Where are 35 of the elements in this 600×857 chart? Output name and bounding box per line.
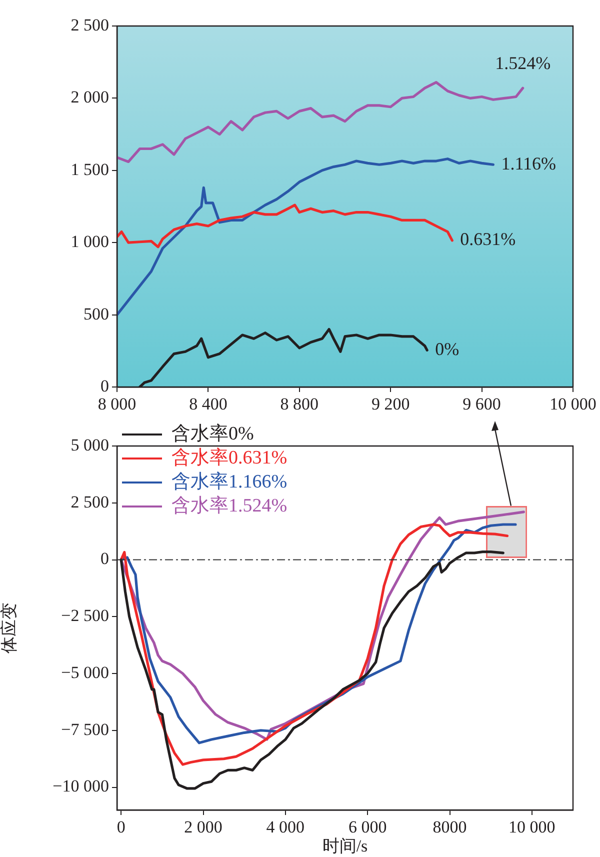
y-tick-label: 0 bbox=[100, 376, 109, 396]
x-tick-label: 9 600 bbox=[462, 394, 501, 414]
series-label: 1.524% bbox=[495, 52, 551, 73]
y-tick-label: 1 000 bbox=[70, 232, 109, 252]
y-axis-title: 体应变 bbox=[0, 602, 19, 654]
series-label: 1.116% bbox=[501, 153, 556, 174]
y-tick-label: 1 500 bbox=[70, 160, 109, 179]
x-tick-label: 8 400 bbox=[189, 394, 228, 414]
x-tick-label: 8 000 bbox=[98, 394, 136, 414]
legend-label: 含水率1.166% bbox=[172, 470, 288, 492]
x-tick-label: 8000 bbox=[432, 818, 467, 837]
y-tick-label: 500 bbox=[84, 304, 109, 324]
x-tick-label: 6 000 bbox=[348, 818, 387, 837]
series-label: 0.631% bbox=[460, 229, 516, 250]
x-tick-label: 2 000 bbox=[184, 818, 222, 837]
x-tick-label: 10 000 bbox=[508, 818, 556, 837]
y-tick-label: 2 500 bbox=[70, 492, 109, 512]
y-tick-label: −5 000 bbox=[61, 662, 109, 682]
legend-label: 含水率0% bbox=[172, 422, 254, 444]
x-tick-label: 0 bbox=[116, 818, 126, 837]
legend-label: 含水率0.631% bbox=[172, 446, 288, 468]
x-tick-label: 10 000 bbox=[550, 394, 596, 414]
y-tick-label: −2 500 bbox=[61, 606, 109, 626]
y-tick-label: −10 000 bbox=[52, 776, 109, 796]
x-tick-label: 8 800 bbox=[280, 394, 319, 414]
y-tick-label: −7 500 bbox=[61, 720, 109, 739]
y-tick-label: 2 000 bbox=[70, 88, 109, 107]
x-axis-title: 时间/s bbox=[322, 836, 368, 856]
y-tick-label: 0 bbox=[100, 549, 109, 568]
x-tick-label: 4 000 bbox=[266, 818, 305, 837]
legend-label: 含水率1.524% bbox=[172, 494, 288, 516]
y-tick-label: 2 500 bbox=[70, 15, 109, 34]
series-label: 0% bbox=[435, 338, 460, 359]
y-tick-label: 5 000 bbox=[70, 435, 109, 454]
x-tick-label: 9 200 bbox=[371, 394, 410, 414]
